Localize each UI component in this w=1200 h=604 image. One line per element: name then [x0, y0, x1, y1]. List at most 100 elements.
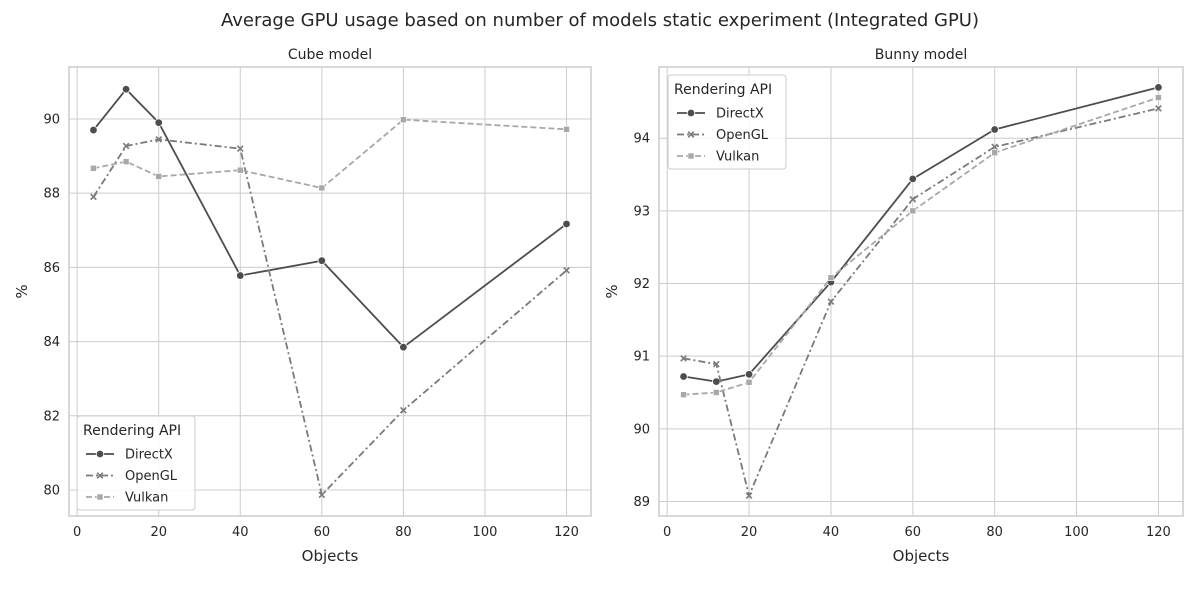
x-tick-label: 0	[663, 525, 671, 540]
series-opengl	[90, 135, 570, 499]
legend-label: DirectX	[716, 107, 764, 122]
data-point	[991, 149, 998, 157]
data-point	[318, 184, 326, 192]
data-point	[712, 360, 720, 368]
data-point	[1154, 83, 1163, 92]
y-tick-label: 92	[633, 277, 650, 292]
plot-frame	[68, 66, 592, 517]
data-point	[713, 389, 720, 396]
legend-title: Rendering API	[83, 423, 181, 439]
x-tick-label: 0	[73, 525, 81, 540]
legend-swatch-marker	[686, 108, 696, 118]
legend: Rendering API DirectX OpenGL Vulkan	[76, 415, 196, 511]
y-tick-label: 84	[43, 335, 60, 350]
y-tick-label: 94	[633, 132, 650, 147]
y-tick-label: 89	[633, 495, 650, 510]
data-point	[827, 274, 835, 281]
data-point	[745, 492, 753, 500]
data-point	[680, 391, 687, 398]
data-point	[563, 126, 570, 133]
data-point	[121, 85, 131, 94]
y-tick-label: 90	[43, 112, 60, 127]
data-point	[744, 370, 754, 379]
data-point	[400, 406, 407, 414]
series-line	[93, 118, 567, 189]
legend-box	[667, 74, 787, 170]
legend-label: OpenGL	[716, 128, 769, 143]
x-tick-label: 80	[395, 525, 412, 540]
legend-box	[76, 415, 196, 511]
data-point	[399, 342, 408, 352]
legend-swatch-marker	[687, 152, 695, 160]
data-point	[827, 298, 835, 306]
legend-swatch-marker	[687, 131, 695, 138]
data-point	[90, 165, 97, 172]
data-point	[317, 256, 327, 265]
y-tick-label: 91	[633, 350, 650, 365]
series-line	[92, 88, 568, 349]
chart-panel-1: 0 20 40 60 80 100 120 80 82 84 86 88 90 Cube model Obj…	[13, 47, 592, 565]
data-point	[679, 372, 688, 381]
data-point	[563, 266, 570, 274]
data-point	[122, 142, 130, 150]
x-tick-label: 100	[473, 525, 498, 540]
data-point	[909, 207, 917, 215]
x-tick-label: 40	[823, 525, 840, 540]
legend-label: OpenGL	[125, 469, 178, 484]
data-point	[236, 145, 244, 153]
data-point	[90, 193, 97, 201]
y-tick-label: 90	[633, 422, 650, 437]
y-tick-label: 86	[43, 261, 60, 276]
x-axis-label: Objects	[302, 547, 359, 565]
data-point	[909, 195, 917, 203]
legend-swatch-marker	[96, 493, 104, 501]
legend-swatch-marker	[95, 449, 105, 459]
data-point	[1155, 105, 1162, 112]
legend-label: Vulkan	[716, 150, 759, 165]
y-tick-label: 93	[633, 204, 650, 219]
series-opengl	[680, 105, 1162, 500]
data-point	[236, 166, 244, 174]
series-directx	[679, 83, 1163, 386]
data-point	[318, 491, 326, 499]
x-tick-label: 60	[314, 525, 331, 540]
data-point	[89, 125, 98, 135]
x-tick-label: 120	[554, 525, 579, 540]
legend-swatch-marker	[96, 472, 104, 479]
y-tick-label: 82	[43, 409, 60, 424]
x-axis-label: Objects	[893, 547, 950, 565]
data-point	[990, 125, 999, 134]
data-point	[236, 271, 245, 280]
y-axis-label: %	[13, 284, 31, 298]
data-point	[680, 354, 687, 362]
series-directx	[89, 85, 571, 352]
x-tick-label: 20	[150, 525, 167, 540]
y-axis-label: %	[603, 284, 621, 298]
x-tick-label: 80	[986, 525, 1003, 540]
data-point	[745, 379, 753, 386]
x-tick-label: 120	[1146, 525, 1171, 540]
legend-label: DirectX	[125, 448, 173, 463]
series-vulkan	[90, 116, 570, 192]
panel-title: Cube model	[288, 47, 372, 63]
data-point	[155, 173, 163, 180]
legend-label: Vulkan	[125, 491, 168, 506]
data-point	[400, 116, 407, 123]
data-point	[154, 118, 163, 127]
data-point	[712, 377, 721, 386]
chart-panel-2: 0 20 40 60 80 100 120 89 90 91 92 93 94 Bunny model Ob…	[603, 47, 1184, 565]
plot-frame	[658, 66, 1184, 517]
x-tick-label: 20	[741, 525, 758, 540]
data-point	[562, 219, 571, 229]
x-tick-label: 60	[905, 525, 922, 540]
data-point	[991, 143, 999, 151]
panel-title: Bunny model	[875, 47, 968, 63]
x-tick-label: 100	[1064, 525, 1089, 540]
x-tick-label: 40	[232, 525, 249, 540]
data-point	[122, 158, 130, 165]
series-vulkan	[680, 94, 1162, 398]
data-point	[908, 174, 918, 184]
y-tick-label: 88	[43, 187, 60, 202]
